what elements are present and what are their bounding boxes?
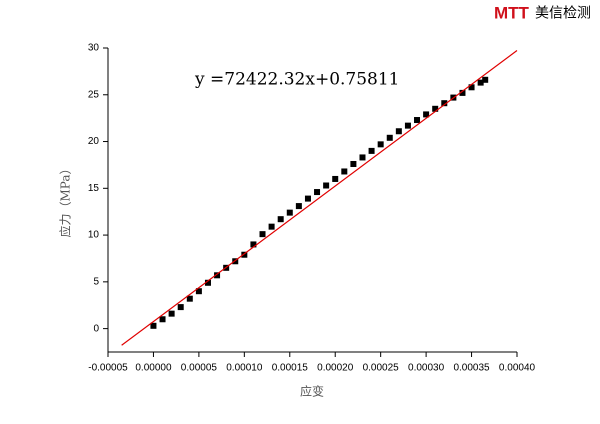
data-point bbox=[432, 105, 439, 112]
x-tick-label: 0.00000 bbox=[135, 363, 172, 374]
y-axis-label: 应力（MPa） bbox=[58, 163, 73, 238]
x-tick-label: 0.00030 bbox=[408, 363, 445, 374]
data-point bbox=[295, 203, 302, 210]
data-point bbox=[259, 231, 266, 238]
x-tick-label: 0.00040 bbox=[499, 363, 536, 374]
data-point bbox=[323, 182, 330, 189]
data-point bbox=[423, 111, 430, 118]
data-point bbox=[459, 89, 466, 96]
data-point bbox=[368, 147, 375, 154]
x-tick-label: 0.00015 bbox=[272, 363, 309, 374]
y-tick-label: 20 bbox=[88, 136, 100, 147]
data-point bbox=[482, 76, 489, 83]
x-tick-label: -0.00005 bbox=[88, 363, 128, 374]
x-tick-label: 0.00005 bbox=[181, 363, 218, 374]
data-point bbox=[314, 189, 321, 196]
data-point bbox=[241, 251, 248, 258]
y-tick-label: 30 bbox=[88, 43, 100, 54]
x-tick-label: 0.00020 bbox=[317, 363, 354, 374]
data-point bbox=[468, 84, 475, 91]
data-point bbox=[250, 241, 257, 248]
y-tick-label: 10 bbox=[88, 230, 100, 241]
data-point bbox=[377, 141, 384, 148]
data-point bbox=[214, 272, 221, 279]
data-point bbox=[386, 134, 393, 141]
data-point bbox=[168, 310, 175, 317]
data-point bbox=[150, 322, 157, 329]
data-point bbox=[177, 304, 184, 311]
data-point bbox=[277, 216, 284, 223]
data-point bbox=[304, 195, 311, 202]
data-point bbox=[395, 128, 402, 135]
data-point bbox=[332, 175, 339, 182]
y-tick-label: 15 bbox=[88, 183, 100, 194]
x-tick-label: 0.00025 bbox=[363, 363, 400, 374]
y-tick-label: 0 bbox=[93, 323, 99, 334]
data-point bbox=[195, 288, 202, 295]
data-point bbox=[204, 279, 211, 286]
data-point bbox=[286, 209, 293, 216]
y-tick-label: 5 bbox=[93, 276, 99, 287]
data-point bbox=[441, 100, 448, 107]
x-tick-label: 0.00035 bbox=[453, 363, 490, 374]
data-point bbox=[404, 122, 411, 129]
x-tick-label: 0.00010 bbox=[226, 363, 263, 374]
brand-name: 美信检测 bbox=[535, 5, 591, 21]
y-tick-label: 25 bbox=[88, 89, 100, 100]
data-point bbox=[186, 295, 193, 302]
data-point bbox=[350, 160, 357, 167]
data-point bbox=[159, 316, 166, 323]
annotation: y =72422.32x+0.75811 bbox=[194, 70, 400, 90]
data-point bbox=[341, 168, 348, 175]
brand-mark: MTT bbox=[494, 3, 530, 22]
data-point bbox=[477, 79, 484, 86]
x-axis-label: 应变 bbox=[300, 384, 324, 399]
data-point bbox=[359, 154, 366, 161]
fit-line bbox=[121, 50, 518, 346]
data-point bbox=[268, 223, 275, 230]
data-point bbox=[414, 117, 421, 124]
